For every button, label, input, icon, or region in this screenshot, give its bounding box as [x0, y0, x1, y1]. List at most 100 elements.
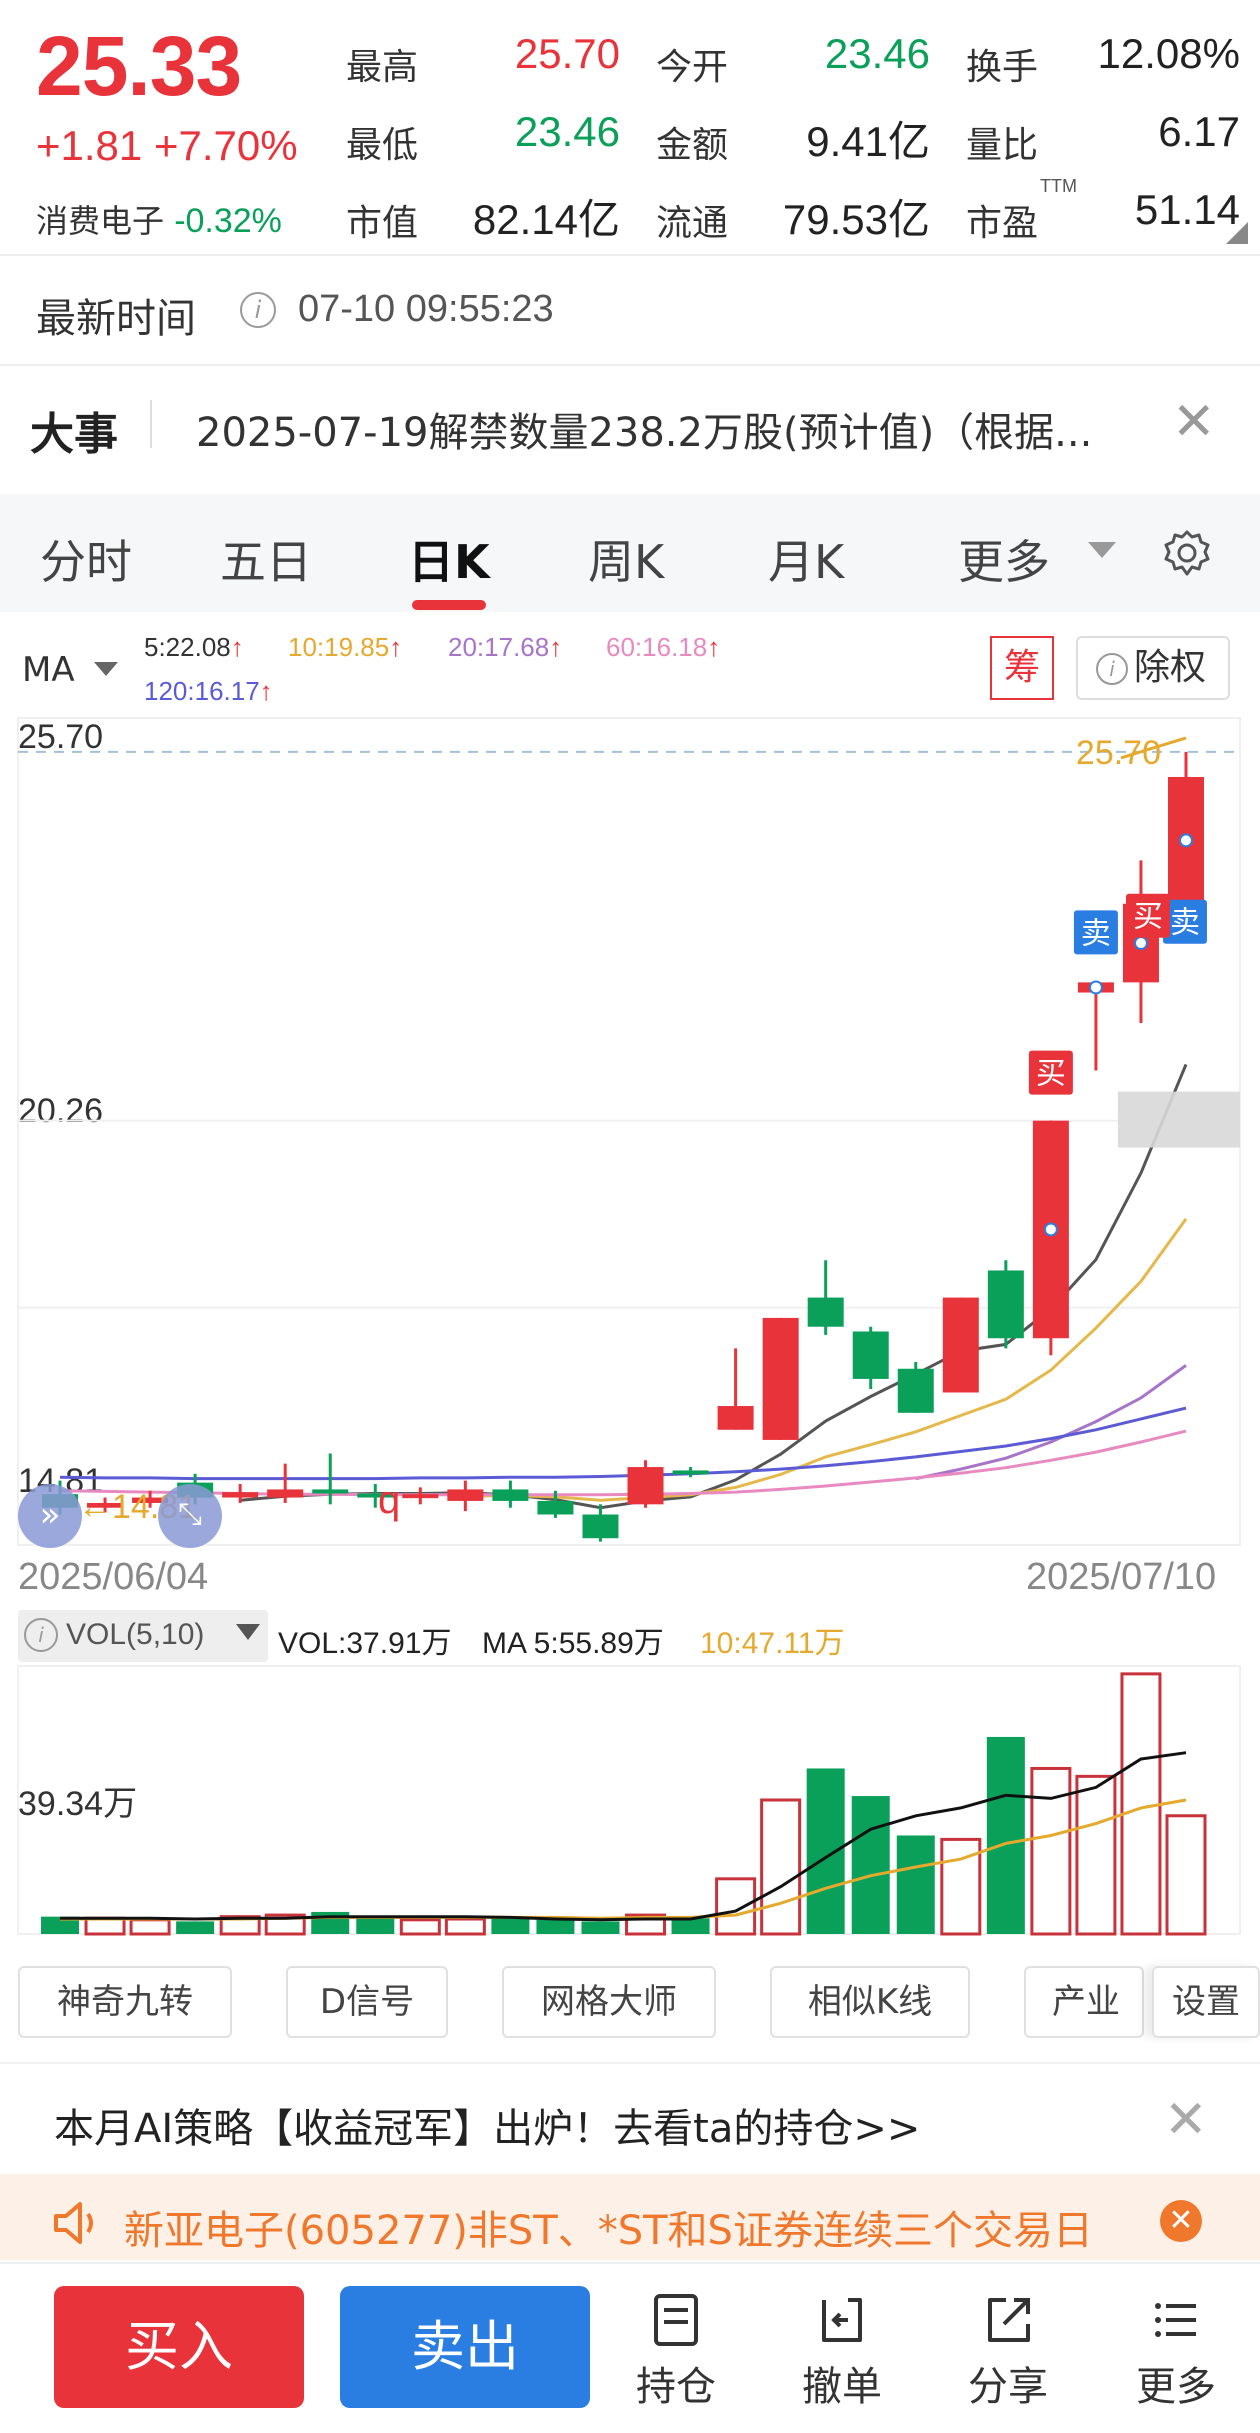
ma10-legend: 10:19.85↑ — [288, 632, 402, 663]
tab-weekly-k[interactable]: 周K — [588, 535, 665, 589]
tab-more[interactable]: 更多 — [958, 535, 1050, 589]
info-icon[interactable]: i — [240, 292, 276, 328]
ma-selector[interactable]: MA — [22, 650, 75, 690]
gear-icon[interactable] — [1162, 528, 1212, 578]
pe-ttm-superscript: TTM — [1040, 176, 1077, 196]
similar-k-button[interactable]: 相似K线 — [770, 1966, 970, 2038]
market-cap-label: 市值 — [346, 203, 419, 244]
start-date: 2025/06/04 — [18, 1556, 209, 1598]
up-arrow-icon: ↑ — [389, 632, 403, 662]
y-axis-mid: 20.26 — [18, 1092, 104, 1130]
up-arrow-icon: ↑ — [707, 632, 721, 662]
pe-label: 市盈 — [966, 203, 1039, 244]
ma5-legend: 5:22.08↑ — [144, 632, 244, 663]
float-cap-label: 流通 — [656, 203, 729, 244]
expand-corner-icon[interactable] — [1226, 222, 1248, 244]
info-icon: i — [24, 1618, 58, 1652]
turnover-label: 换手 — [966, 47, 1039, 88]
magic-nine-button[interactable]: 神奇九转 — [18, 1966, 232, 2038]
speaker-icon — [54, 2202, 93, 2244]
open-label: 今开 — [656, 47, 729, 88]
candle-body — [222, 1492, 259, 1498]
chip-distribution-button[interactable]: 筹 — [990, 636, 1054, 700]
volume-bar — [1165, 1814, 1207, 1936]
tab-five-day[interactable]: 五日 — [220, 535, 312, 589]
volume-indicator-label: VOL(5,10) — [66, 1618, 205, 1651]
volume-chart[interactable] — [0, 1664, 1260, 1944]
float-cap-value: 79.53亿 — [782, 196, 930, 243]
info-icon: i — [1096, 653, 1128, 685]
close-icon[interactable]: ✕ — [1160, 2200, 1202, 2242]
turnover-value: 12.08% — [1097, 30, 1240, 77]
grid-master-button[interactable]: 网格大师 — [502, 1966, 716, 2038]
volume-bar — [986, 1736, 1025, 1934]
volume-bar — [671, 1918, 710, 1934]
candle-body — [492, 1489, 529, 1501]
chevron-down-icon[interactable] — [1088, 542, 1116, 558]
tab-intraday[interactable]: 分时 — [40, 535, 132, 589]
volume-bar — [219, 1915, 261, 1936]
tab-daily-k[interactable]: 日K — [408, 535, 490, 589]
trade-signal-dot — [1133, 936, 1148, 951]
candle-body — [312, 1489, 349, 1494]
end-date: 2025/07/10 — [1026, 1556, 1217, 1598]
candle-body — [87, 1502, 124, 1508]
volume-bar — [356, 1918, 395, 1934]
tab-monthly-k[interactable]: 月K — [768, 535, 845, 589]
ai-strategy-text[interactable]: 本月AI策略【收益冠军】出炉！去看ta的持仓>> — [54, 2106, 921, 2152]
ma120-text: 120:16.17 — [144, 676, 260, 706]
volume-bar — [715, 1877, 757, 1936]
notice-text[interactable]: 新亚电子(605277)非ST、*ST和S证券连续三个交易日 — [124, 2208, 1093, 2254]
volume-bar — [581, 1921, 620, 1934]
volume-bar — [491, 1918, 530, 1934]
more-button[interactable]: 更多 — [1116, 2290, 1236, 2412]
volume-bar — [1120, 1672, 1162, 1936]
notice-banner[interactable] — [0, 2174, 1260, 2260]
d-signal-button[interactable]: D信号 — [286, 1966, 448, 2038]
event-title: 大事 — [30, 409, 118, 460]
high-price-pointer — [1120, 736, 1187, 760]
volume-bar — [851, 1796, 890, 1934]
settings-button[interactable]: 设置 — [1152, 1966, 1260, 2038]
holdings-button[interactable]: 持仓 — [616, 2290, 736, 2412]
candle-body — [267, 1489, 304, 1498]
price-band — [1117, 1091, 1240, 1148]
sector-change-value: -0.32% — [174, 202, 282, 240]
low-label: 最低 — [346, 125, 419, 166]
close-icon[interactable]: ✕ — [1164, 2090, 1208, 2150]
trade-signal-badge — [1073, 910, 1118, 955]
ex-rights-button[interactable]: i 除权 — [1076, 636, 1230, 700]
sector-change[interactable]: 消费电子 -0.32% — [36, 196, 282, 242]
trade-signal-dot — [1179, 833, 1193, 848]
cancel-order-button[interactable]: 撤单 — [782, 2290, 902, 2412]
close-icon[interactable]: ✕ — [1172, 392, 1216, 452]
chevron-down-icon[interactable] — [236, 1624, 260, 1640]
candle-body — [132, 1497, 169, 1503]
volume-indicator-selector[interactable]: i VOL(5,10) — [18, 1610, 268, 1662]
share-button[interactable]: 分享 — [948, 2290, 1068, 2412]
volume-bar — [1075, 1774, 1117, 1936]
event-text[interactable]: 2025-07-19解禁数量238.2万股(预计值)（根据... — [196, 410, 1093, 456]
ma-line-ma20 — [915, 1364, 1187, 1481]
candle-body — [852, 1331, 889, 1379]
candle-body — [357, 1493, 394, 1498]
candle-body — [942, 1297, 979, 1393]
scroll-left-handle[interactable]: » — [18, 1484, 82, 1548]
cancel-order-icon — [822, 2298, 862, 2342]
chevron-down-icon[interactable] — [94, 662, 118, 676]
volume-bar — [41, 1916, 79, 1934]
ma60-text: 60:16.18 — [606, 632, 708, 662]
ma-line-ma10 — [465, 1218, 1188, 1502]
latest-time-value: 07-10 09:55:23 — [298, 288, 554, 330]
sector-name: 消费电子 — [36, 202, 165, 240]
sell-button[interactable]: 卖出 — [340, 2286, 590, 2408]
zoom-handle[interactable]: ⤡ — [158, 1484, 222, 1548]
volume-bar — [896, 1835, 935, 1934]
buy-button[interactable]: 买入 — [54, 2286, 304, 2408]
volume-ma5-line — [60, 1751, 1187, 1922]
trade-signal-badge — [1028, 1050, 1073, 1095]
event-separator — [150, 400, 152, 448]
ai-strategy-banner[interactable] — [0, 2064, 1260, 2174]
industry-button[interactable]: 产业 — [1024, 1966, 1144, 2038]
